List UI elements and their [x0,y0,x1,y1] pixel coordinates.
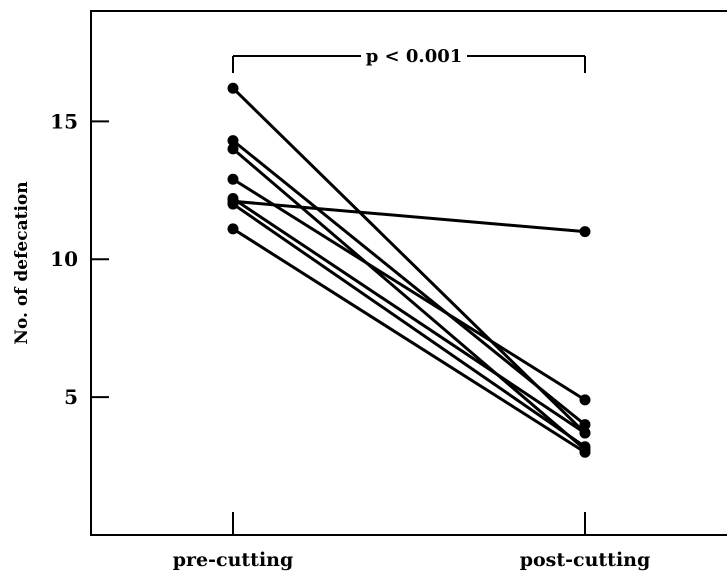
significance-bracket: p < 0.001 [232,46,586,73]
series-layer [227,82,591,458]
y-tick-label: 10 [50,247,78,271]
data-point-7-pre-cutting [227,198,239,210]
data-point-8-pre-cutting [227,223,239,235]
data-point-3-pre-cutting [227,143,239,155]
data-point-1-pre-cutting [227,82,239,94]
data-point-5-post-cutting [579,427,591,439]
series-line-4 [232,177,586,402]
y-axis: 5 10 15 [50,109,109,409]
significance-label: p < 0.001 [366,46,463,67]
data-point-4-post-cutting [579,394,591,406]
y-tick-label: 5 [64,385,78,409]
series-line-2 [232,139,586,426]
plot-frame [90,10,727,536]
y-tick-label: 15 [50,109,78,133]
data-point-2-post-cutting [579,419,591,431]
series-line-6 [232,199,586,234]
x-tick-label: post-cutting [520,549,651,571]
series-line-7 [232,202,586,448]
data-point-6-post-cutting [579,226,591,238]
data-point-4-pre-cutting [227,173,239,185]
series-line-5 [232,197,586,435]
y-axis-title: No. of defecation [12,181,32,344]
x-tick-label: pre-cutting [173,549,294,571]
data-point-2-pre-cutting [227,135,239,147]
series-line-8 [232,227,586,454]
data-point-8-post-cutting [579,446,591,458]
x-axis: pre-cutting post-cutting [173,512,651,571]
series-line-3 [232,147,586,451]
